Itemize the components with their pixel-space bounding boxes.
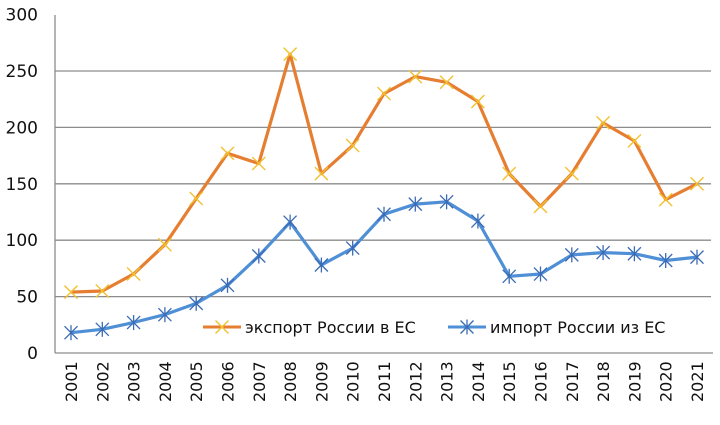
x-tick-label: 2018 xyxy=(594,361,613,402)
x-tick-label: 2013 xyxy=(438,361,457,402)
star-marker-icon xyxy=(596,245,611,261)
star-marker-icon xyxy=(690,249,704,265)
x-tick-label: 2015 xyxy=(500,361,519,402)
y-axis: 0 50 100 150 200 250 300 xyxy=(6,6,56,364)
x-marker-icon xyxy=(439,75,454,90)
gridlines xyxy=(55,70,711,298)
x-tick-label: 2010 xyxy=(344,361,363,402)
x-tick-label: 2003 xyxy=(125,361,144,402)
y-tick-label: 100 xyxy=(6,231,38,251)
star-marker-icon xyxy=(533,266,548,282)
y-tick-label: 0 xyxy=(27,344,38,364)
x-marker-icon xyxy=(658,192,673,207)
x-marker-icon xyxy=(564,166,579,181)
legend-item-import[interactable]: импорт России из ЕС xyxy=(448,318,665,337)
x-tick-label: 2005 xyxy=(187,361,206,402)
star-marker-icon xyxy=(95,321,110,337)
y-tick-label: 200 xyxy=(6,118,38,138)
x-marker-icon xyxy=(596,115,611,130)
y-tick-label: 250 xyxy=(6,62,38,82)
star-marker-icon xyxy=(345,240,360,256)
y-tick-label: 50 xyxy=(16,288,38,308)
x-marker-icon xyxy=(189,191,204,206)
x-marker-icon xyxy=(126,267,141,282)
star-marker-icon xyxy=(460,319,474,335)
legend-item-export[interactable]: экспорт России в ЕС xyxy=(203,318,416,337)
star-marker-icon xyxy=(439,194,454,210)
x-tick-label: 2001 xyxy=(62,361,81,402)
x-tick-label: 2021 xyxy=(688,361,707,402)
x-marker-icon xyxy=(64,285,78,300)
x-tick-label: 2017 xyxy=(563,361,582,402)
x-tick-label: 2008 xyxy=(281,361,300,402)
x-marker-icon xyxy=(502,166,517,181)
star-marker-icon xyxy=(377,206,391,222)
import-series xyxy=(64,194,704,341)
x-tick-label: 2009 xyxy=(312,361,331,402)
export-series xyxy=(64,47,704,300)
y-tick-label: 150 xyxy=(6,175,38,195)
x-tick-label: 2006 xyxy=(219,361,238,402)
star-marker-icon xyxy=(470,213,485,229)
x-marker-icon xyxy=(283,47,298,62)
star-marker-icon xyxy=(157,307,172,323)
x-marker-icon xyxy=(408,69,423,84)
x-marker-icon xyxy=(251,156,266,171)
x-marker-icon xyxy=(533,199,548,214)
x-tick-label: 2019 xyxy=(625,361,644,402)
star-marker-icon xyxy=(189,295,204,311)
legend-label-import: импорт России из ЕС xyxy=(490,318,665,337)
star-marker-icon xyxy=(64,325,78,341)
y-tick-label: 300 xyxy=(6,6,38,26)
x-marker-icon xyxy=(470,94,485,109)
x-tick-label: 2016 xyxy=(532,361,551,402)
x-tick-label: 2020 xyxy=(657,361,676,402)
x-marker-icon xyxy=(314,166,329,181)
star-marker-icon xyxy=(314,257,329,273)
x-marker-icon xyxy=(157,237,172,252)
star-marker-icon xyxy=(564,247,579,263)
star-marker-icon xyxy=(627,246,642,262)
star-marker-icon xyxy=(220,277,235,293)
x-marker-icon xyxy=(215,320,229,334)
star-marker-icon xyxy=(126,315,141,331)
x-tick-label: 2014 xyxy=(469,361,488,402)
star-marker-icon xyxy=(283,214,298,230)
x-tick-label: 2004 xyxy=(156,361,175,402)
data-series xyxy=(64,47,704,341)
x-tick-label: 2012 xyxy=(406,361,425,402)
x-marker-icon xyxy=(377,86,391,101)
x-marker-icon xyxy=(95,283,110,298)
x-tick-label: 2007 xyxy=(250,361,269,402)
legend: экспорт России в ЕС импорт России из ЕС xyxy=(203,318,665,337)
legend-label-export: экспорт России в ЕС xyxy=(245,318,416,337)
star-marker-icon xyxy=(408,196,423,212)
x-marker-icon xyxy=(345,138,360,153)
x-tick-label: 2002 xyxy=(93,361,112,402)
x-tick-label: 2011 xyxy=(375,361,394,402)
x-marker-icon xyxy=(220,146,235,161)
x-marker-icon xyxy=(690,176,704,191)
star-marker-icon xyxy=(658,253,673,269)
star-marker-icon xyxy=(251,248,266,264)
x-marker-icon xyxy=(627,133,642,148)
x-axis: 2001 2002 2003 2004 2005 2006 2007 2008 2009 2010… xyxy=(55,352,713,402)
star-marker-icon xyxy=(502,268,517,284)
